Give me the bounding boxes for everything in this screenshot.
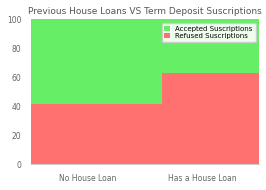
Bar: [14, 20, 162, 104]
Legend: Accepted Suscriptions, Refused Suscriptions: Accepted Suscriptions, Refused Suscripti…: [161, 23, 256, 42]
Bar: [128, 20, 266, 73]
Bar: [128, 73, 266, 164]
Bar: [14, 104, 162, 164]
Title: Previous House Loans VS Term Deposit Suscriptions: Previous House Loans VS Term Deposit Sus…: [28, 7, 262, 16]
